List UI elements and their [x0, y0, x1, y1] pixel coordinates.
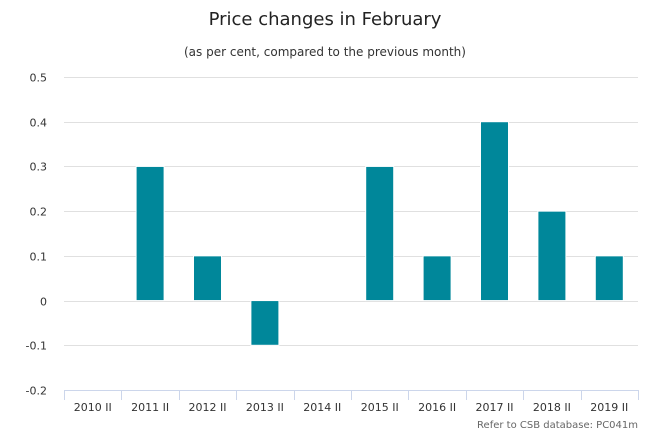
chart-subtitle: (as per cent, compared to the previous m…: [184, 45, 466, 59]
bars: [135, 121, 624, 346]
y-tick-label: 0.5: [30, 72, 48, 85]
x-axis: 2010 II 2011 II 2012 II 2013 II 2014 II 2015 …: [64, 390, 639, 414]
y-tick-label: -0.1: [26, 340, 47, 353]
y-tick-label: 0: [40, 296, 47, 309]
x-tick-label: 2010 II: [74, 401, 112, 414]
y-tick-label: 0.1: [30, 251, 48, 264]
bar-2011-ii: [135, 165, 165, 302]
x-tick-label: 2013 II: [246, 401, 284, 414]
x-tick-label: 2015 II: [361, 401, 399, 414]
x-tick-label: 2011 II: [131, 401, 169, 414]
bar-2013-ii: [250, 300, 280, 346]
bar-2018-ii: [537, 210, 567, 302]
y-tick-label: 0.2: [30, 206, 48, 219]
y-axis-ticks: 0.5 0.4 0.3 0.2 0.1 0 -0.1 -0.2: [26, 72, 47, 398]
x-tick-label: 2014 II: [303, 401, 341, 414]
x-tick-label: 2012 II: [189, 401, 227, 414]
bar-2012-ii: [193, 255, 222, 302]
x-tick-label: 2018 II: [533, 401, 571, 414]
bar-2015-ii: [365, 165, 395, 302]
bar-2019-ii: [594, 255, 624, 302]
y-tick-label: -0.2: [26, 385, 47, 398]
x-tick-label: 2019 II: [590, 401, 628, 414]
bar-2017-ii: [480, 121, 509, 302]
bar-2016-ii: [422, 255, 452, 302]
chart-title: Price changes in February: [209, 9, 442, 30]
x-tick-label: 2016 II: [418, 401, 456, 414]
x-tick-label: 2017 II: [476, 401, 514, 414]
y-tick-label: 0.3: [30, 161, 48, 174]
source-credit: Refer to CSB database: PC041m: [477, 420, 638, 431]
y-tick-label: 0.4: [30, 117, 48, 130]
